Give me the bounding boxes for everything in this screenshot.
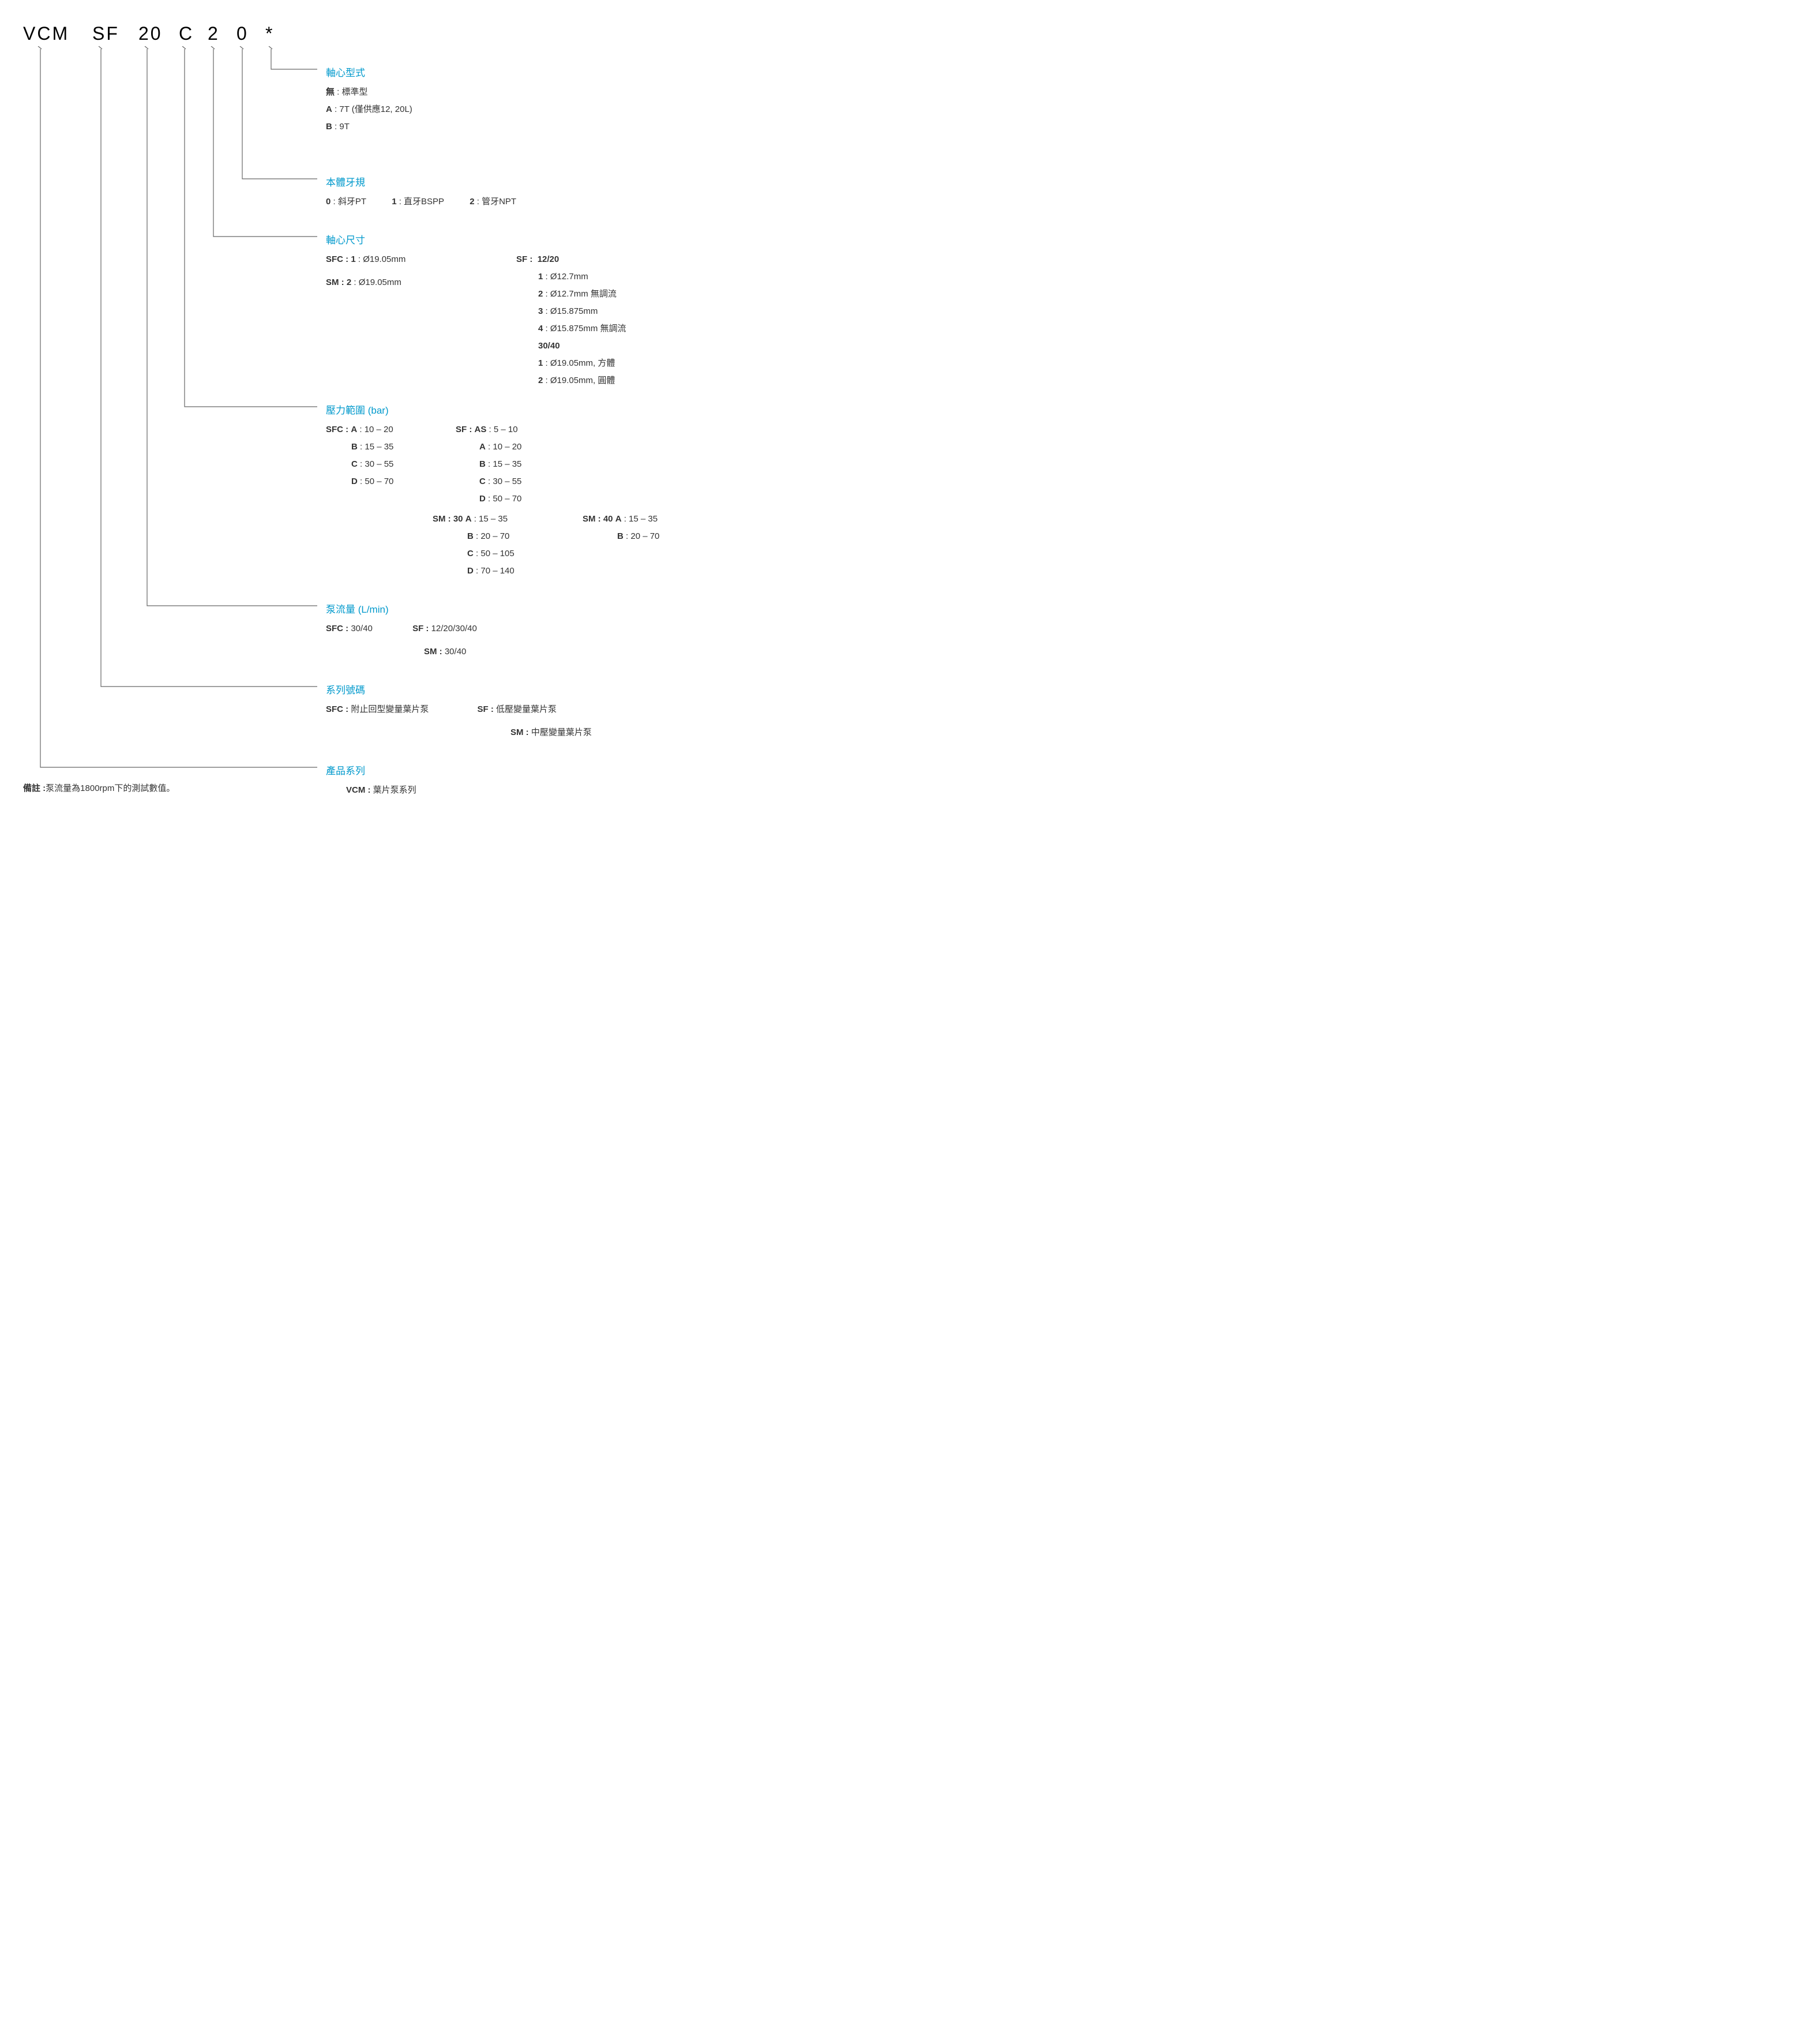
code-seg-2: SF bbox=[92, 23, 119, 44]
section-content-pressure-sf: SF : AS : 5 – 10 A : 10 – 20 B : 15 – 35… bbox=[456, 421, 521, 508]
code-seg-4: C bbox=[179, 23, 194, 44]
code-seg-6: 0 bbox=[236, 23, 249, 44]
section-content-series-code: SFC : 附止回型變量葉片泵 SF : 低壓變量葉片泵 SM : 中壓變量葉片… bbox=[326, 701, 592, 741]
section-title-shaft-type: 軸心型式 bbox=[326, 65, 365, 79]
section-title-flow: 泵流量 (L/min) bbox=[326, 601, 389, 616]
footnote: 備註 :泵流量為1800rpm下的測試數值。 bbox=[23, 782, 175, 794]
code-seg-7: * bbox=[265, 23, 274, 44]
section-title-product-series: 產品系列 bbox=[326, 763, 365, 777]
section-content-flow: SFC : 30/40 SF : 12/20/30/40 SM : 30/40 bbox=[326, 620, 500, 661]
section-content-shaft-size-left: SFC : 1 : Ø19.05mm SM : 2 : Ø19.05mm bbox=[326, 251, 405, 291]
section-content-product-series: VCM : 葉片泵系列 bbox=[346, 782, 416, 799]
code-seg-1: VCM bbox=[23, 23, 69, 44]
section-content-pressure-sfc: SFC : A : 10 – 20 B : 15 – 35 C : 30 – 5… bbox=[326, 421, 393, 490]
section-title-series-code: 系列號碼 bbox=[326, 682, 365, 696]
section-title-pressure: 壓力範圍 (bar) bbox=[326, 402, 389, 417]
bracket-connectors bbox=[23, 46, 323, 808]
code-seg-3: 20 bbox=[138, 23, 163, 44]
section-title-shaft-size: 軸心尺寸 bbox=[326, 232, 365, 246]
section-content-pressure-sm40: SM : 40 A : 15 – 35 B : 20 – 70 bbox=[583, 511, 659, 545]
code-seg-5: 2 bbox=[208, 23, 220, 44]
section-title-thread: 本體牙規 bbox=[326, 174, 365, 189]
section-content-shaft-size-right: SF : 12/20 1 : Ø12.7mm 2 : Ø12.7mm 無調流 3… bbox=[516, 251, 626, 389]
ordering-code-diagram: VCM SF 20 C 2 0 * bbox=[23, 23, 715, 802]
section-content-thread: 0 : 斜牙PT 1 : 直牙BSPP 2 : 管牙NPT bbox=[326, 193, 539, 211]
section-content-shaft-type: 無 : 標準型 A : 7T (僅供應12, 20L) B : 9T bbox=[326, 84, 412, 136]
section-content-pressure-sm30: SM : 30 A : 15 – 35 B : 20 – 70 C : 50 –… bbox=[433, 511, 515, 580]
